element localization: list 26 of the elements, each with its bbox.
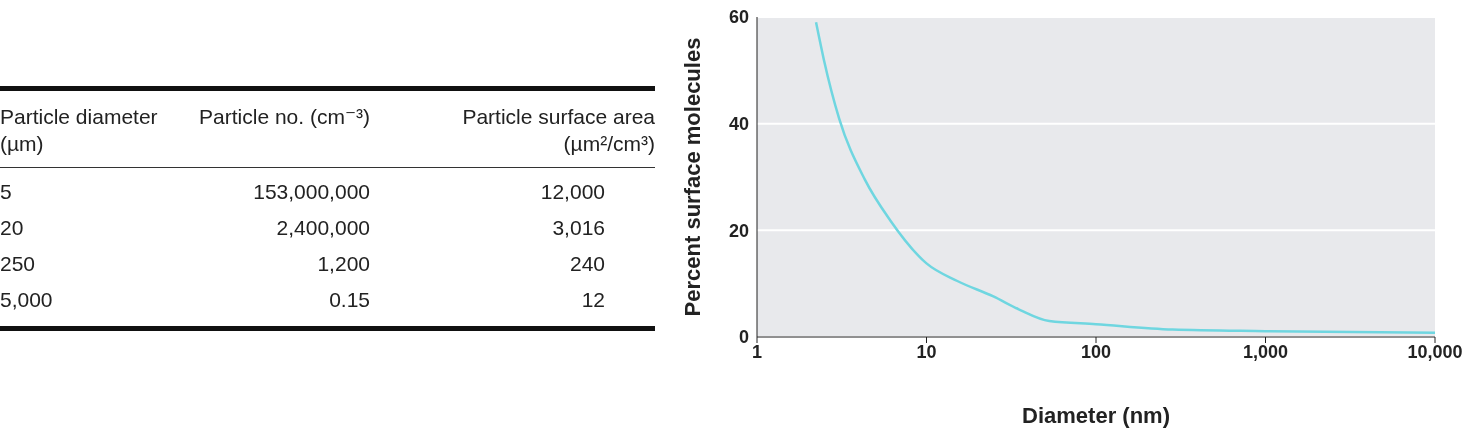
category-label: Particle no. (cm⁻³) (198, 104, 370, 130)
x-axis-title: Diameter (nm) (1022, 403, 1170, 428)
text: 250 (0, 251, 37, 277)
x-tick-label: 1,000 (1242, 341, 1289, 362)
text: 3,016 (551, 215, 606, 241)
y-tick-label: 40 (728, 114, 749, 135)
x-tick-label: 1 (751, 341, 763, 362)
text: 1,200 (316, 251, 370, 277)
category-label: Particle diameter (µm) (0, 104, 159, 157)
text: 2,400,000 (275, 215, 370, 241)
y-tick-label: 60 (728, 7, 749, 28)
y-tick-label: 20 (728, 220, 749, 241)
text: 12,000 (539, 179, 606, 205)
text: 240 (568, 251, 606, 277)
text: 12 (580, 287, 606, 313)
x-tick-label: 10,000 (1407, 341, 1463, 362)
x-tick-label: 10 (916, 341, 937, 362)
text: 5,000 (0, 287, 54, 313)
text: 20 (0, 215, 25, 241)
text: 0.15 (328, 287, 370, 313)
text: 153,000,000 (252, 179, 370, 205)
category-label: Particle surface area (µm²/cm³) (461, 104, 655, 157)
y-tick-label: 0 (738, 327, 749, 348)
text: 5 (0, 179, 13, 205)
y-axis-title: Percent surface molecules (679, 37, 705, 317)
x-tick-label: 100 (1080, 341, 1112, 362)
